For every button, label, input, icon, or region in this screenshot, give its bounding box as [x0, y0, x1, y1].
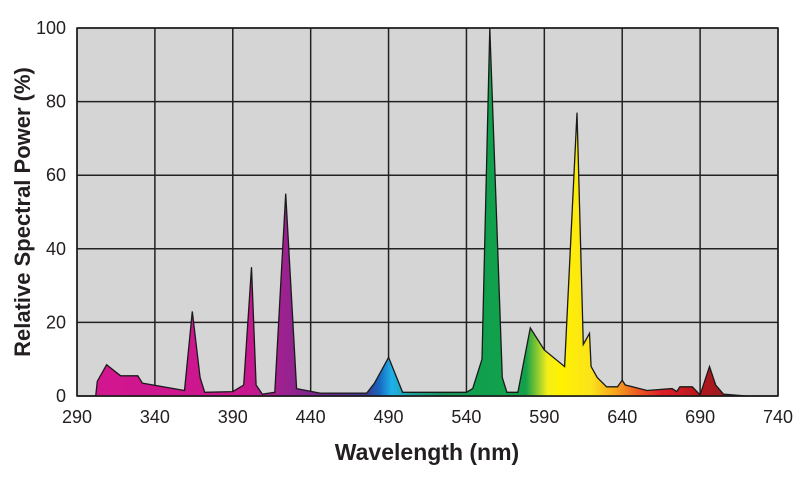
x-tick-label: 440 [296, 407, 326, 427]
x-tick-label: 690 [685, 407, 715, 427]
x-tick-label: 590 [529, 407, 559, 427]
y-tick-label: 80 [46, 92, 66, 112]
plot-frame [76, 27, 779, 397]
y-tick-label: 40 [46, 239, 66, 259]
x-tick-labels: 290 340 390 440 490 540 590 640 690 740 [62, 407, 793, 427]
x-tick-label: 290 [62, 407, 92, 427]
plot-background [77, 28, 778, 396]
x-tick-label: 390 [218, 407, 248, 427]
x-tick-label: 340 [140, 407, 170, 427]
x-tick-label: 540 [451, 407, 481, 427]
y-tick-label: 0 [56, 386, 66, 406]
y-axis-title: Relative Spectral Power (%) [10, 67, 35, 357]
y-tick-label: 20 [46, 312, 66, 332]
y-tick-labels: 0 20 40 60 80 100 [36, 18, 66, 406]
x-tick-label: 740 [763, 407, 793, 427]
y-tick-label: 100 [36, 18, 66, 38]
x-tick-label: 640 [607, 407, 637, 427]
y-tick-label: 60 [46, 165, 66, 185]
x-axis-title: Wavelength (nm) [335, 439, 519, 465]
x-tick-label: 490 [374, 407, 404, 427]
